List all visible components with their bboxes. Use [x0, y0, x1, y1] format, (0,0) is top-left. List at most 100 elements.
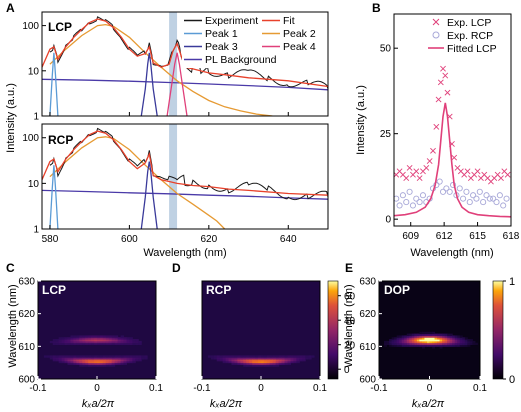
heatmap-cell [406, 340, 410, 344]
heatmap-cell [409, 337, 413, 340]
heatmap-cell [67, 355, 71, 358]
heatmap-cell [97, 335, 101, 338]
heatmap-cell [290, 357, 294, 360]
heatmap-cell [88, 359, 92, 362]
heatmap-cell [132, 357, 136, 360]
panel-letter-c: C [6, 261, 15, 275]
heatmap-cell [79, 355, 83, 358]
heatmap-cell [222, 357, 227, 360]
heatmap-cell [249, 362, 253, 365]
heatmap-cell [99, 342, 104, 346]
heatmap-cell [293, 359, 297, 362]
heatmap-cell [240, 357, 244, 360]
heatmap-cell [46, 355, 51, 358]
heatmap-cell [467, 339, 471, 342]
heatmap-cell [454, 335, 458, 338]
heatmap-cell [79, 337, 83, 340]
heatmap-cell [386, 342, 390, 346]
heatmap-cell [219, 359, 224, 362]
colorbar-tick-label: 20 [344, 341, 356, 352]
heatmap-cell [49, 357, 54, 360]
heatmap-cell [269, 357, 274, 360]
heatmap-cell [61, 359, 66, 362]
heatmap-cell [299, 359, 303, 362]
heatmap-cell [144, 355, 148, 358]
lcp-data-point [437, 79, 444, 86]
heatmap-cell [234, 359, 238, 362]
heatmap-cell [269, 360, 274, 364]
heatmap-cell [61, 340, 66, 344]
heatmap-cell [97, 342, 101, 346]
heatmap-cell [278, 362, 283, 365]
heatmap-cell [64, 360, 68, 364]
heatmap-cell [73, 359, 77, 362]
heatmap-cell [452, 335, 456, 338]
heatmap-cell [132, 340, 136, 344]
heatmap-cell [296, 360, 300, 364]
heatmap-cell [67, 362, 71, 365]
heatmap-cell [228, 359, 232, 362]
heatmap-cell [99, 362, 104, 365]
heatmap-cell [404, 337, 408, 340]
rcp-data-point [480, 199, 487, 206]
heatmap-cell [416, 335, 420, 338]
heatmap-cell [76, 342, 80, 346]
heatmap-cell [426, 339, 430, 342]
heatmap-cell [234, 362, 238, 365]
heatmap-cell [126, 355, 130, 358]
heatmap-cell [73, 337, 77, 340]
heatmap-cell [105, 362, 110, 365]
heatmap-cell [424, 342, 428, 346]
heatmap-cell [263, 355, 268, 358]
y-tick-label: 100 [22, 21, 39, 32]
heatmap-cell [432, 339, 436, 342]
x-tick-label: 0.1 [473, 383, 487, 394]
heatmap-cell [138, 357, 142, 360]
heatmap-cell [411, 335, 415, 338]
heatmap-cell [243, 362, 247, 365]
heatmap-cell [52, 342, 57, 346]
heatmap-cell [406, 333, 410, 336]
heatmap-background [379, 281, 480, 379]
heatmap-cell [129, 342, 133, 346]
lcp-data-point [498, 175, 504, 182]
heatmap-cell [64, 359, 68, 362]
series-peak-3-line [140, 52, 158, 116]
heatmap-cell [384, 344, 388, 347]
heatmap-cell [305, 355, 309, 358]
heatmap-cell [472, 342, 476, 346]
heatmap-cell [123, 362, 127, 365]
heatmap-cell [120, 339, 125, 342]
y-tick-label: 10 [28, 66, 40, 77]
colorbar [492, 280, 504, 380]
heatmap-cell [58, 339, 63, 342]
heatmap-cell [406, 342, 410, 346]
heatmap-cell [424, 331, 428, 335]
legend-item-pl-background: PL Background [205, 54, 277, 66]
heatmap-cell [439, 339, 443, 342]
heatmap-cell [102, 360, 107, 364]
heatmap-cell [91, 340, 95, 344]
heatmap-cell [94, 355, 98, 358]
heatmap-cell [58, 340, 63, 344]
heatmap-cell [437, 339, 441, 342]
heatmap-cell [117, 342, 122, 346]
heatmap-cell [120, 335, 125, 338]
heatmap-cell [449, 344, 453, 347]
heatmap-cell [126, 359, 130, 362]
heatmap-cell [132, 342, 136, 346]
heatmap-cell [58, 355, 63, 358]
heatmap-cell [216, 359, 221, 362]
heatmap-cell [85, 360, 89, 364]
heatmap-cell [94, 364, 98, 367]
heatmap-cell [105, 340, 110, 344]
heatmap-cell [231, 357, 235, 360]
heatmap-cell [73, 335, 77, 338]
rcp-data-point [413, 195, 420, 202]
heatmap-cell [399, 335, 403, 338]
heatmap-cell [414, 339, 418, 342]
heatmap-cell [88, 337, 92, 340]
heatmap-cell [49, 340, 54, 344]
